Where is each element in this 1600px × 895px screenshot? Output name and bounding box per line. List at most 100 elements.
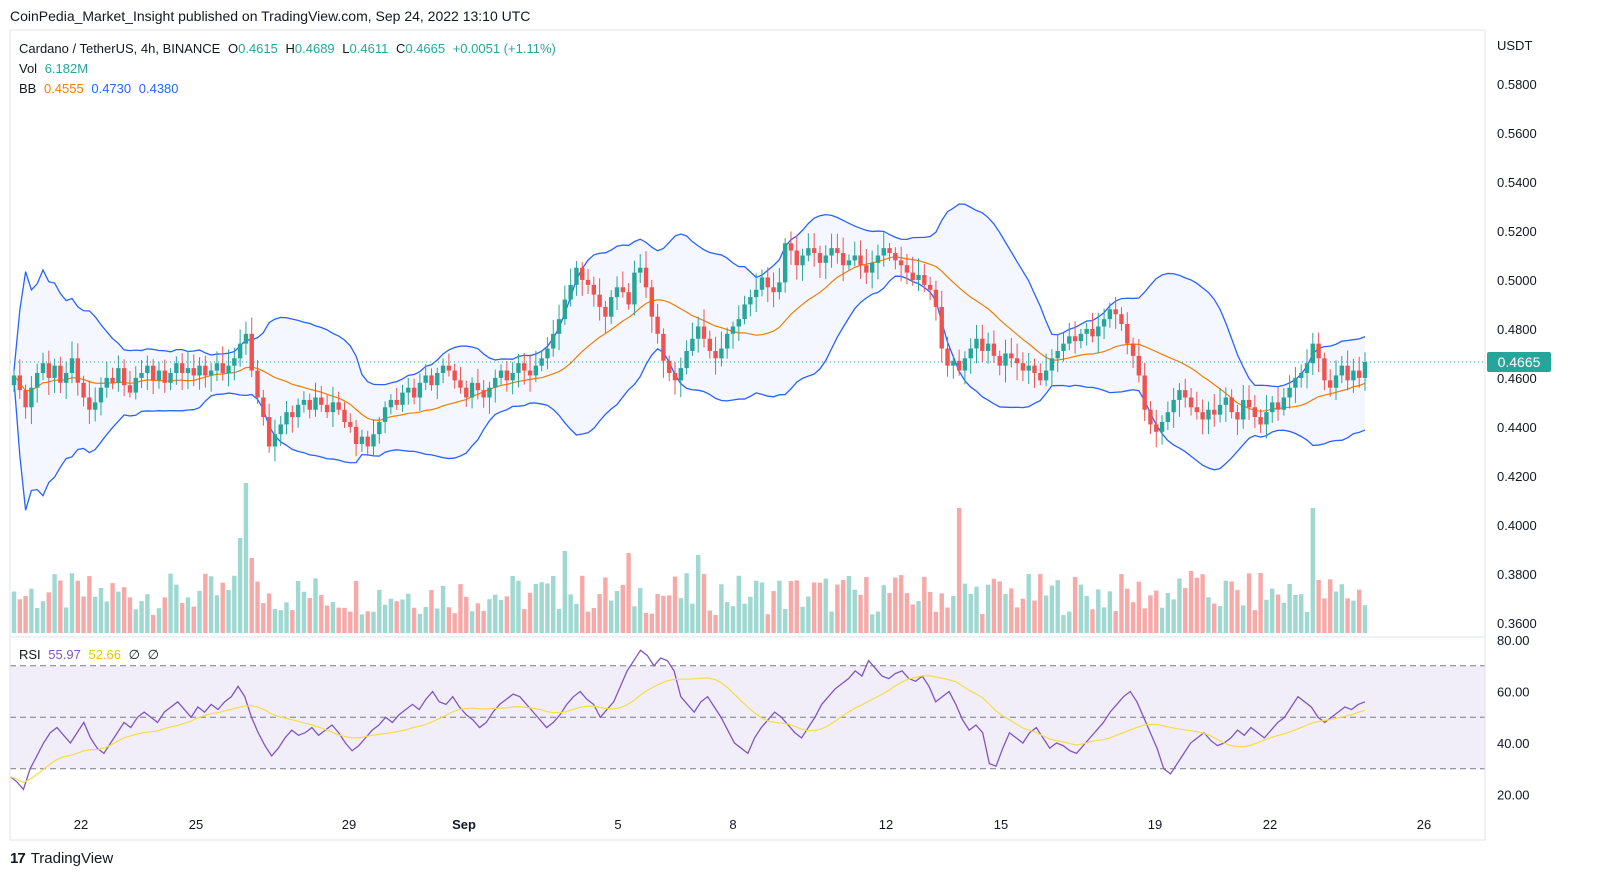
candle-body: [394, 399, 399, 405]
volume-bar: [1194, 577, 1200, 633]
candle-body: [574, 267, 579, 285]
rsi-tick-label: 60.00: [1497, 685, 1530, 700]
volume-bar: [939, 593, 944, 633]
price-axis: USDT 0.5800 0.5600 0.5400 0.5200 0.5000 0.4800…: [9, 29, 1537, 841]
candle-body: [1241, 399, 1246, 420]
candle-body: [469, 382, 475, 398]
candle-body: [92, 402, 98, 410]
volume-bar: [898, 575, 904, 633]
volume-bar: [690, 603, 695, 633]
candle-body: [1049, 358, 1055, 371]
candle-body: [458, 380, 463, 388]
volume-bar: [17, 599, 22, 633]
candle-body: [707, 338, 712, 351]
bollinger-lower-line: [13, 275, 1366, 511]
candle-body: [1287, 387, 1292, 398]
bollinger-fill: [14, 204, 1365, 511]
volume-bar: [1165, 593, 1171, 633]
candle-body: [411, 387, 417, 398]
bollinger-band-fill: [14, 204, 1365, 511]
volume-bar: [1304, 611, 1310, 633]
candle-body: [185, 368, 191, 374]
candle-body: [1304, 363, 1310, 374]
volume-bar: [620, 584, 626, 633]
volume-bar: [1241, 605, 1246, 633]
rsi-label[interactable]: RSI: [19, 647, 41, 662]
bb-label[interactable]: BB: [19, 81, 37, 96]
candle-body: [1096, 326, 1101, 337]
candle-body: [1217, 404, 1223, 415]
volume-bar: [52, 574, 57, 633]
price-tick-label: 0.5400: [1497, 175, 1537, 190]
candle-body: [475, 382, 481, 391]
candle-body: [1014, 358, 1020, 364]
candle-body: [423, 375, 428, 383]
volume-bar: [1357, 589, 1362, 633]
candle-body: [324, 404, 330, 413]
candle-body: [869, 262, 875, 273]
candle-body: [730, 326, 736, 334]
volume-bar: [58, 580, 63, 633]
candle-body: [1212, 409, 1217, 415]
volume-bar: [533, 584, 539, 633]
rsi-tick-label: 20.00: [1497, 788, 1530, 803]
candle-body: [684, 350, 689, 369]
candle-body: [1246, 399, 1252, 408]
time-tick-label: 8: [729, 817, 736, 832]
candle-body: [777, 282, 782, 293]
candle-body: [690, 338, 695, 351]
volume-bar: [858, 594, 863, 633]
tradingview-logo-icon[interactable]: 17: [10, 850, 26, 867]
volume-bar: [504, 596, 510, 633]
price-tick-label: 0.3600: [1497, 616, 1537, 631]
volume-bar: [1096, 589, 1101, 633]
volume-bar: [1287, 584, 1292, 633]
candle-body: [695, 326, 701, 339]
volume-bar: [655, 594, 660, 633]
volume-bar: [1188, 571, 1194, 633]
candle-body: [609, 297, 614, 317]
symbol-title[interactable]: Cardano / TetherUS, 4h, BINANCE: [19, 41, 221, 56]
brand-name[interactable]: TradingView: [30, 850, 114, 867]
low-label: L: [342, 41, 350, 56]
volume-bar: [980, 614, 985, 633]
volume-bar: [1067, 611, 1072, 633]
candle-body: [29, 387, 34, 408]
volume-bar: [348, 611, 353, 633]
candle-body: [933, 289, 939, 307]
rsi-ma-line: [9, 675, 1366, 784]
candle-body: [272, 434, 278, 447]
candle-body: [1055, 350, 1060, 359]
candle-body: [649, 287, 655, 317]
volume-bar: [968, 593, 973, 633]
volume-bar: [962, 583, 968, 633]
rsi-legend: RSI 55.97 52.66 ∅ ∅: [19, 647, 163, 663]
candle-body: [63, 373, 69, 383]
candle-body: [1229, 397, 1234, 413]
open-value: 0.4615: [238, 41, 278, 56]
time-tick-label: 5: [614, 817, 621, 832]
candle-body: [1020, 363, 1026, 371]
candle-body: [226, 365, 231, 374]
volume-bar: [956, 508, 962, 633]
volume-bar: [423, 607, 428, 633]
high-value: 0.4689: [294, 41, 335, 56]
volume-bar: [556, 608, 562, 633]
volume-bar: [150, 614, 156, 633]
candle-body: [748, 297, 753, 305]
volume-bar: [1328, 579, 1333, 633]
candle-body: [301, 399, 307, 405]
candle-body: [1328, 380, 1333, 388]
volume-label[interactable]: Vol: [19, 61, 38, 76]
candle-body: [765, 277, 770, 288]
volume-bar: [811, 582, 817, 633]
candle-body: [788, 243, 794, 251]
volume-bar: [220, 582, 225, 633]
volume-bar: [475, 603, 481, 633]
candle-body: [527, 370, 533, 376]
volume-bar: [800, 606, 805, 633]
volume-bar: [110, 583, 115, 633]
volume-bar: [852, 589, 857, 633]
candle-body: [52, 365, 57, 378]
